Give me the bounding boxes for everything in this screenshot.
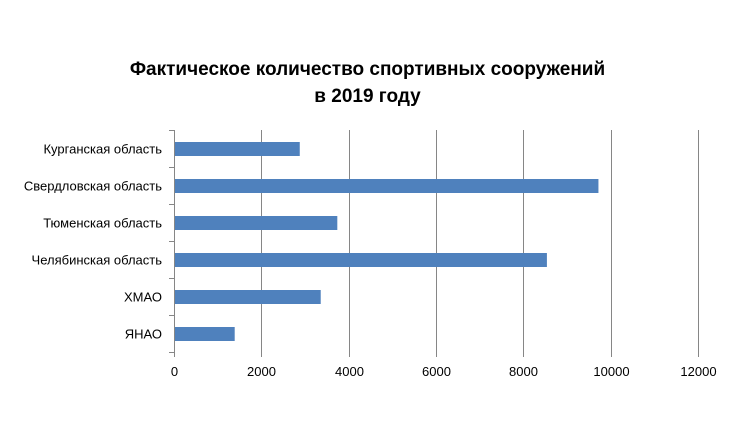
bar	[175, 327, 235, 341]
x-tick-label: 0	[171, 364, 178, 379]
category-label: Челябинская область	[32, 253, 163, 268]
bar	[175, 253, 547, 267]
axes	[169, 130, 699, 357]
chart-title-line-1: Фактическое количество спортивных сооруж…	[129, 59, 606, 80]
bar	[175, 216, 338, 230]
category-label: ЯНАО	[125, 327, 162, 342]
chart-title: Фактическое количество спортивных сооруж…	[0, 56, 735, 110]
gridlines	[261, 130, 699, 352]
x-tick-label: 12000	[680, 364, 716, 379]
x-tick-label: 6000	[422, 364, 451, 379]
category-label: Свердловская область	[24, 179, 162, 194]
category-label: ХМАО	[124, 290, 162, 305]
bar	[175, 290, 321, 304]
bar	[175, 142, 300, 156]
x-tick-label: 8000	[509, 364, 538, 379]
chart-title-line-2: в 2019 году	[314, 86, 421, 107]
x-tick-label: 2000	[247, 364, 276, 379]
x-tick-label: 10000	[593, 364, 629, 379]
bar	[175, 179, 599, 193]
x-tick-label: 4000	[335, 364, 364, 379]
labels: 0 2000 4000 6000 8000 10000 12000 Курганская об…	[24, 142, 717, 380]
category-label: Курганская область	[43, 142, 162, 157]
category-label: Тюменская область	[43, 216, 162, 231]
bars	[175, 142, 599, 341]
